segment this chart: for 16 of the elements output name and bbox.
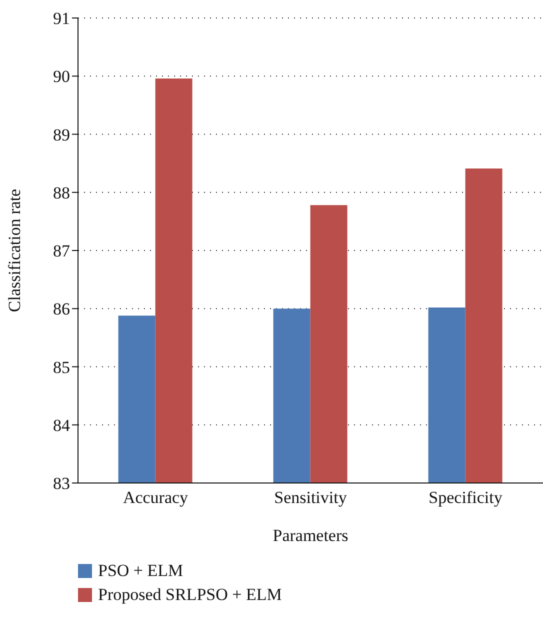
y-tick-label: 89	[53, 125, 70, 144]
x-axis-title: Parameters	[272, 526, 348, 545]
y-axis-title: Classification rate	[5, 188, 24, 312]
y-tick-label: 90	[53, 67, 70, 86]
y-tick-label: 84	[53, 416, 70, 435]
x-tick-label: Sensitivity	[274, 488, 348, 508]
y-tick-label: 85	[53, 358, 70, 377]
x-tick-label: Accuracy	[122, 488, 189, 508]
y-tick-label: 83	[53, 474, 70, 494]
x-tick-label: Specificity	[428, 488, 503, 508]
legend-label: PSO + ELM	[98, 560, 184, 582]
y-tick-label: 87	[53, 242, 70, 261]
y-tick-label: 88	[53, 183, 70, 202]
legend-label: Proposed SRLPSO + ELM	[98, 584, 282, 606]
y-tick-label: 91	[53, 9, 70, 28]
y-tick-label: 86	[53, 300, 70, 319]
